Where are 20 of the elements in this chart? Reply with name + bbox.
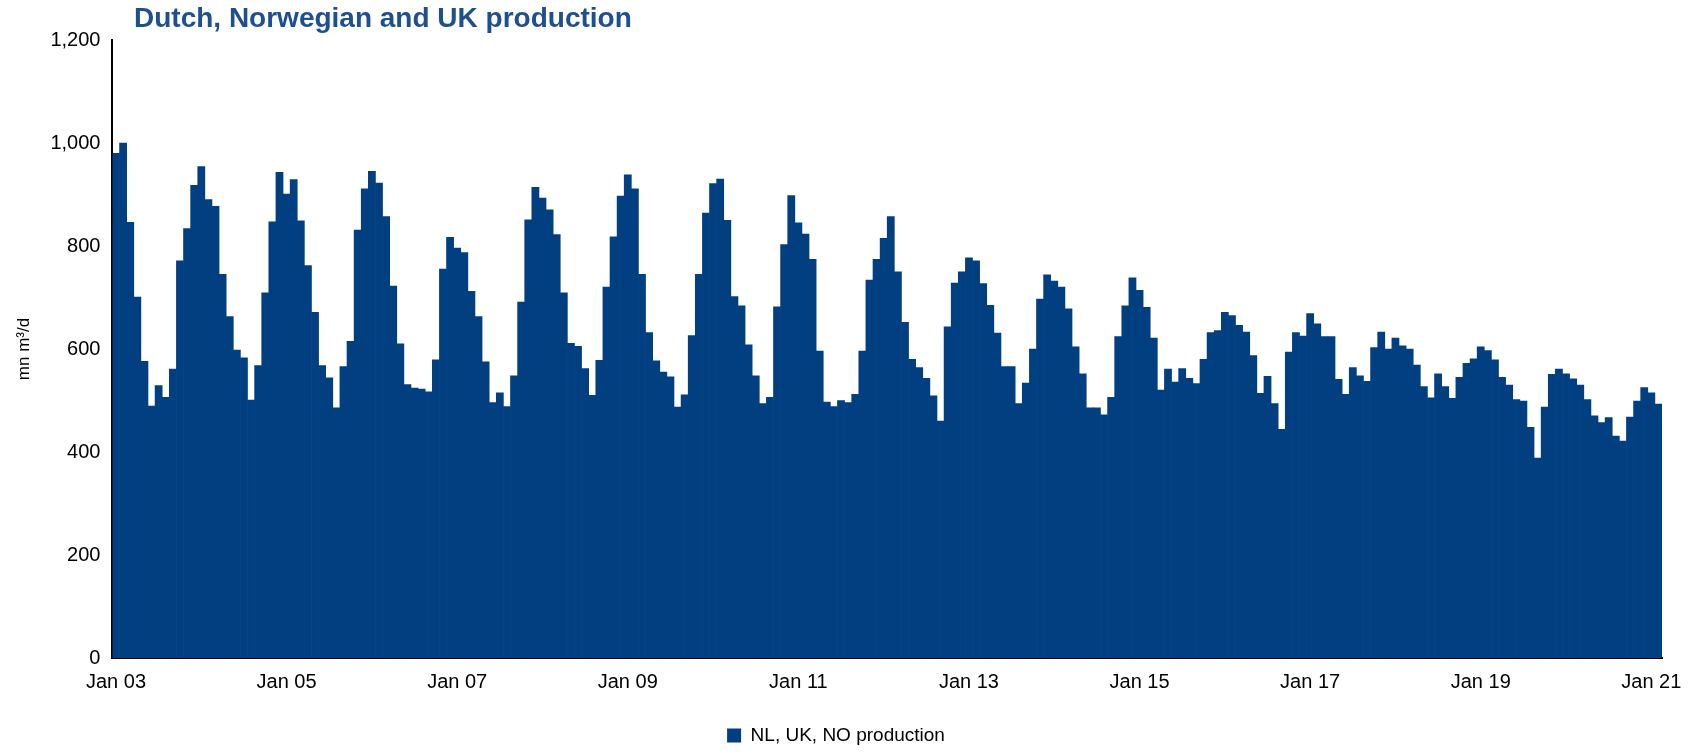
x-tick-label: Jan 13 xyxy=(938,669,999,692)
x-tick-label: Jan 19 xyxy=(1450,669,1511,692)
y-tick-label: 1,000 xyxy=(50,130,101,153)
y-axis-title: mn m³/d xyxy=(13,317,33,381)
x-tick-label: Jan 09 xyxy=(597,669,658,692)
x-tick-label: Jan 07 xyxy=(427,669,488,692)
y-tick-label: 400 xyxy=(67,439,101,462)
legend-label: NL, UK, NO production xyxy=(750,723,945,745)
y-tick-label: 0 xyxy=(89,645,101,668)
x-tick-label: Jan 03 xyxy=(85,669,147,692)
x-tick-label: Jan 11 xyxy=(769,669,828,692)
x-tick-label: Jan 17 xyxy=(1280,669,1341,692)
x-tick-label: Jan 05 xyxy=(256,669,317,692)
y-tick-label: 600 xyxy=(67,336,101,359)
chart-title: Dutch, Norwegian and UK production xyxy=(134,2,632,34)
x-tick-label: Jan 21 xyxy=(1621,669,1682,692)
y-tick-label: 800 xyxy=(67,233,101,256)
x-tick-label: Jan 15 xyxy=(1109,669,1170,692)
y-tick-label: 200 xyxy=(67,542,101,565)
y-tick-label: 1,200 xyxy=(50,27,101,50)
